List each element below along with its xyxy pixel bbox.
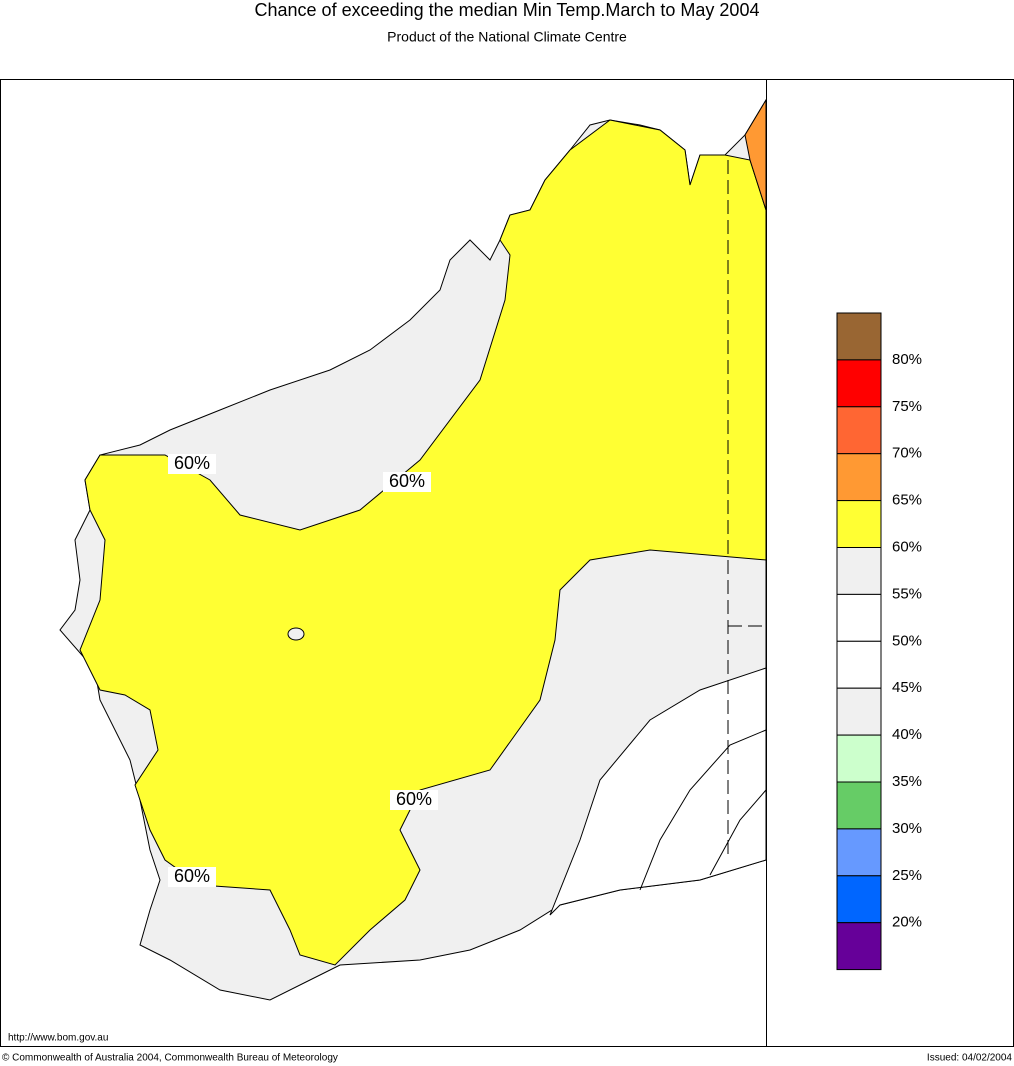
legend-label: 35%	[892, 773, 922, 790]
legend-swatch	[836, 547, 882, 595]
legend-label: 60%	[892, 538, 922, 555]
contour-label-bg	[168, 454, 216, 474]
contour	[639, 729, 767, 891]
region-50	[549, 667, 767, 916]
region-60	[79, 119, 767, 966]
legend-swatch	[836, 734, 882, 783]
legend-swatch	[836, 500, 882, 549]
legend-swatch	[836, 406, 882, 455]
legend-label: 50%	[892, 632, 922, 649]
legend-label: 55%	[892, 585, 922, 602]
legend-swatch	[836, 781, 882, 830]
contour-label: 60%	[174, 453, 210, 473]
legend-label: 45%	[892, 679, 922, 696]
legend-swatch	[836, 312, 882, 361]
legend-swatch	[836, 593, 882, 642]
legend-label: 30%	[892, 820, 922, 837]
legend-swatch	[836, 875, 882, 924]
legend-label: 75%	[892, 398, 922, 415]
subtitle: Product of the National Climate Centre	[387, 29, 627, 45]
legend-label: 40%	[892, 726, 922, 743]
legend-swatch	[836, 359, 882, 408]
contour-label: 60%	[174, 866, 210, 886]
contour-label-bg	[383, 472, 431, 492]
legend-label: 70%	[892, 445, 922, 462]
legend-swatch	[836, 828, 882, 877]
issued: Issued: 04/02/2004	[927, 1053, 1013, 1064]
contour-label-bg	[168, 867, 216, 887]
copyright: © Commonwealth of Australia 2004, Common…	[2, 1053, 338, 1064]
contour-label-bg	[390, 790, 438, 810]
legend-swatch	[836, 640, 882, 689]
legend-swatch	[836, 687, 882, 736]
legend-label: 25%	[892, 867, 922, 884]
title: Chance of exceeding the median Min Temp.…	[255, 0, 760, 20]
map	[59, 79, 767, 1047]
contour-label: 60%	[389, 471, 425, 491]
legend-label: 80%	[892, 351, 922, 368]
lake	[287, 627, 305, 641]
contour-label: 60%	[396, 789, 432, 809]
legend-swatch	[836, 922, 882, 971]
state-border	[727, 160, 766, 860]
legend-swatch	[836, 453, 882, 502]
legend-label: 65%	[892, 492, 922, 509]
url: http://www.bom.gov.au	[8, 1033, 108, 1044]
legend-label: 20%	[892, 914, 922, 931]
